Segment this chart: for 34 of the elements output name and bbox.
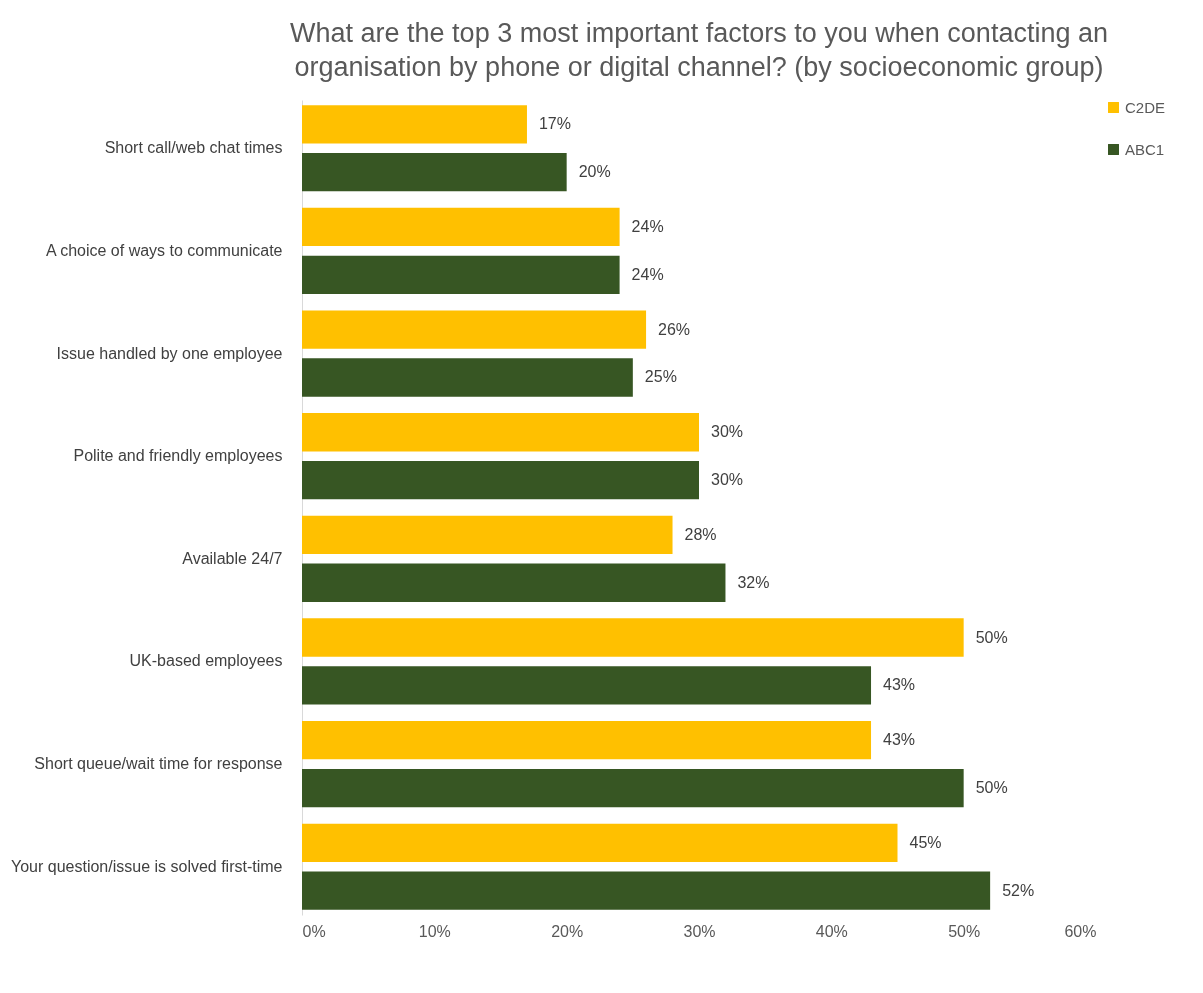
- data-label: 43%: [883, 676, 916, 694]
- y-tick-label: Short queue/wait time for response: [34, 755, 283, 773]
- data-label: 25%: [644, 368, 677, 386]
- chart-title: What are the top 3 most important factors to you when contacting an organisation by phone or digital channel? (by socioeconomic group): [290, 18, 1108, 82]
- data-label: 24%: [631, 217, 664, 235]
- y-tick-label: Polite and friendly employees: [73, 447, 283, 465]
- y-tick-label: Your question/issue is solved first-time: [10, 857, 283, 875]
- x-tick-label: 20%: [551, 922, 584, 940]
- data-label: 32%: [737, 573, 770, 591]
- x-tick-label: 10%: [418, 922, 451, 940]
- data-label: 50%: [975, 779, 1008, 797]
- y-tick-label: Issue handled by one employee: [56, 344, 283, 362]
- data-label: 52%: [1002, 881, 1035, 899]
- x-tick-label: 50%: [948, 922, 981, 940]
- data-label: 50%: [975, 628, 1008, 646]
- y-tick-label: Short call/web chat times: [104, 139, 283, 157]
- x-tick-label: 60%: [1064, 922, 1097, 940]
- data-label: 30%: [711, 471, 744, 489]
- y-tick-label: Available 24/7: [182, 549, 283, 567]
- legend-label: ABC1: [1125, 140, 1165, 158]
- data-label: 17%: [538, 115, 571, 133]
- data-label: 45%: [909, 833, 942, 851]
- legend-label: C2DE: [1125, 98, 1166, 116]
- y-tick-label: UK-based employees: [129, 652, 283, 670]
- x-tick-label: 30%: [683, 922, 716, 940]
- data-label: 24%: [631, 265, 664, 283]
- y-tick-label: A choice of ways to communicate: [45, 241, 283, 259]
- data-label: 26%: [658, 320, 691, 338]
- data-label: 28%: [684, 525, 717, 543]
- data-label: 43%: [883, 731, 916, 749]
- x-tick-label: 40%: [815, 922, 848, 940]
- data-label: 30%: [711, 423, 744, 441]
- x-tick-label: 0%: [302, 922, 326, 940]
- data-label: 20%: [578, 163, 611, 181]
